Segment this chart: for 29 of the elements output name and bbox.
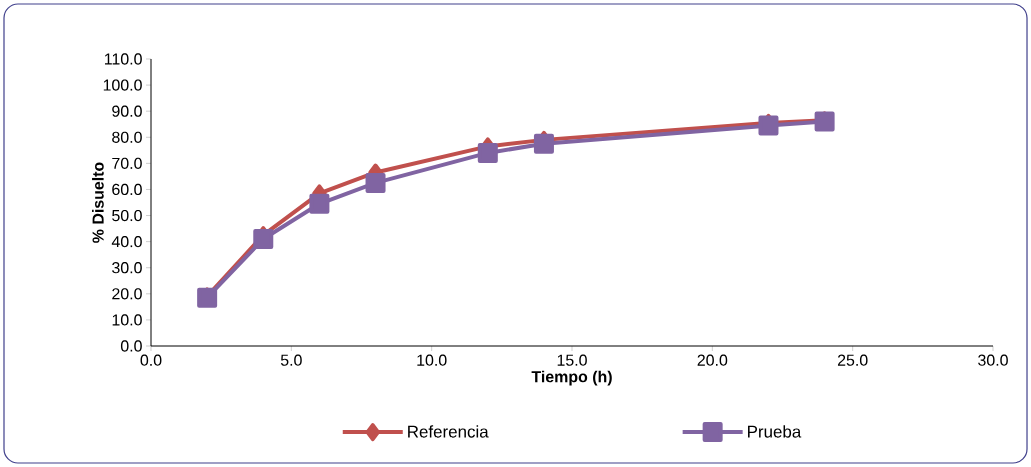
x-tick-label: 0.0 [140,354,162,366]
x-tick-label: 25.0 [837,354,868,366]
x-tick-label: 20.0 [697,354,728,366]
point [758,115,779,136]
y-tick-label: 80.0 [112,131,142,143]
y-tick-label: 0.0 [120,340,142,352]
y-tick-label: 40.0 [111,236,142,248]
y-tick-label: 60.0 [112,183,142,196]
y-tick-label: 110.0 [104,53,142,65]
y-tick-label: 50.0 [112,209,142,222]
legend-label: Referencia [408,425,489,438]
x-tick-label: 30.0 [978,354,1008,366]
y-tick-label: 70.0 [112,157,142,170]
point [253,229,274,250]
point [477,142,498,163]
x-tick-label: 10.0 [417,354,447,366]
y-tick-label: 20.0 [112,288,142,300]
point [365,172,386,193]
y-tick-label: 100.0 [103,79,142,91]
point [309,193,330,214]
x-tick-label: 15.0 [557,354,587,366]
y-axis-title: % Disuelto [92,162,104,243]
point [533,133,554,154]
x-tick-label: 5.0 [280,354,302,366]
y-tick-label: 90.0 [112,105,142,117]
legend-label: Prueba [748,425,802,438]
x-axis-title: Tiempo (h) [531,370,612,386]
y-tick-label: 30.0 [112,262,142,274]
y-tick-label: 10.0 [112,314,142,326]
